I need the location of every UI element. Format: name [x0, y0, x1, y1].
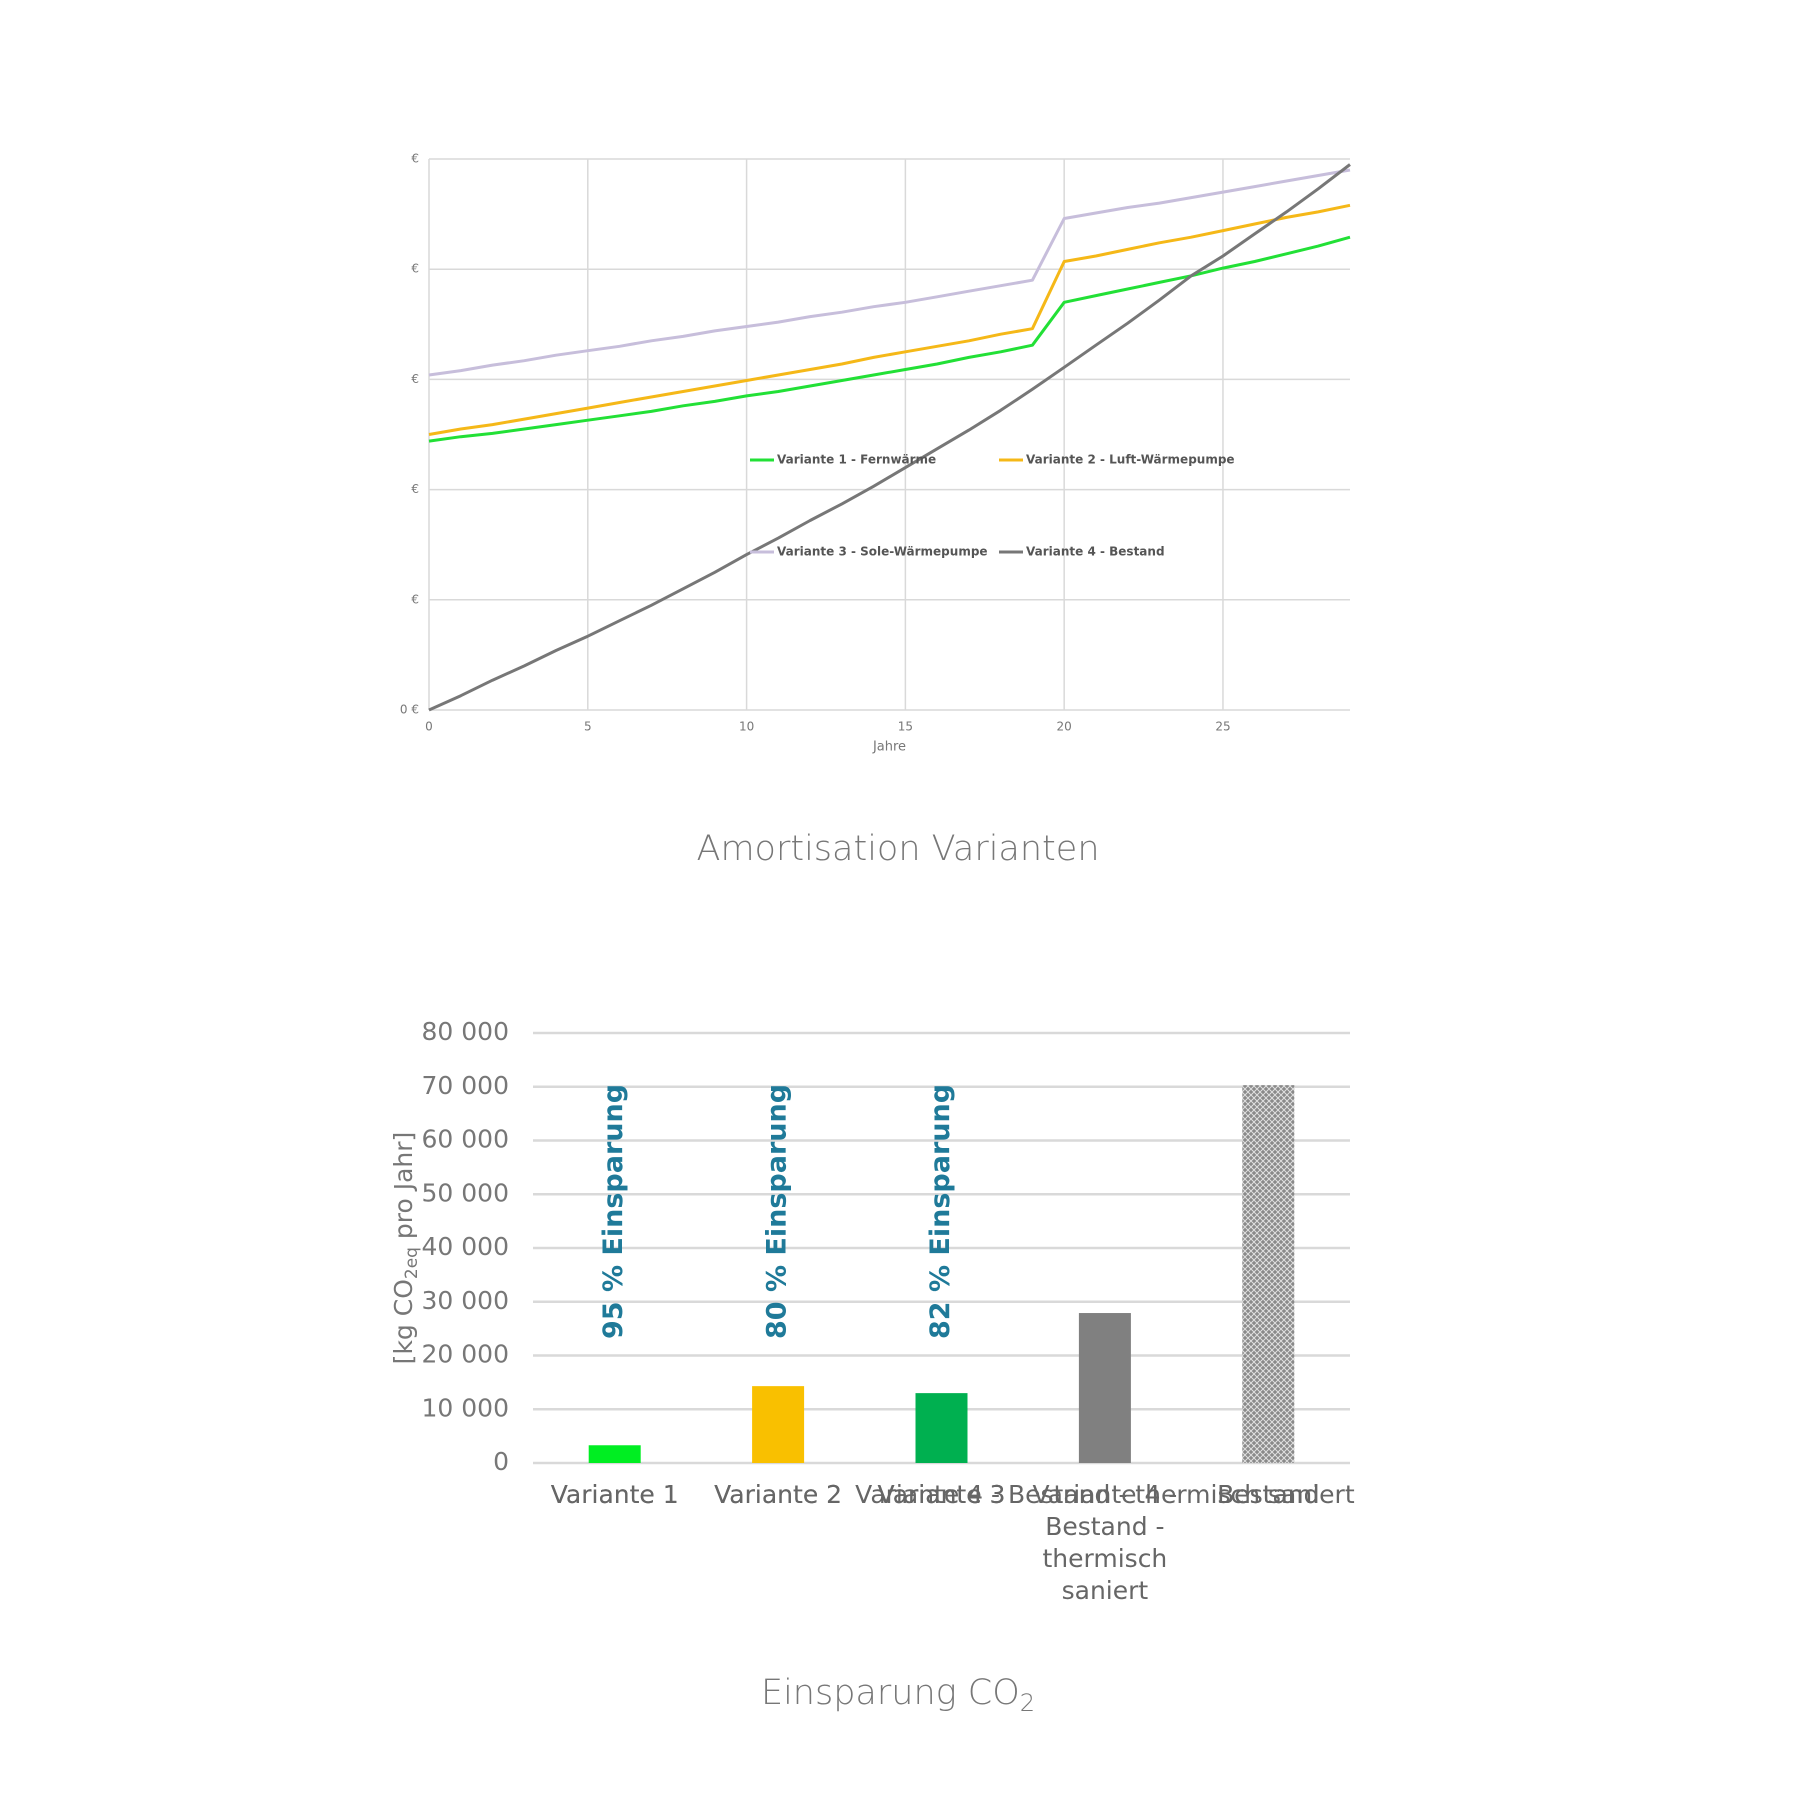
- y-tick-label: €: [411, 372, 419, 386]
- y-axis-label-part: pro Jahr]: [389, 1132, 418, 1247]
- legend-label: Variante 3 - Sole-Wärmepumpe: [777, 545, 988, 559]
- line-series: [428, 235, 1351, 443]
- legend-label: Variante 2 - Luft-Wärmepumpe: [1026, 453, 1235, 467]
- y-axis-label-sub: 2eq: [402, 1247, 422, 1279]
- legend-label: Variante 1 - Fernwärme: [777, 453, 936, 467]
- line-series: [428, 168, 1351, 377]
- y-tick-label: 20 000: [422, 1340, 509, 1369]
- chart-title-sub: 2: [1020, 1689, 1035, 1717]
- x-tick-label: BestandBestand: [1217, 1480, 1319, 1509]
- bar: [588, 1445, 641, 1463]
- x-tick-label: 15: [898, 720, 913, 734]
- y-tick-label: €: [411, 482, 419, 496]
- y-tick-label: 70 000: [422, 1071, 509, 1100]
- y-tick-label: 60 000: [422, 1125, 509, 1154]
- x-tick-label: 0: [425, 720, 433, 734]
- bar: [1078, 1313, 1131, 1463]
- chart-title-part: Einsparung CO: [761, 1673, 1020, 1713]
- x-tick-label: Variante 1Variante 1: [551, 1480, 679, 1509]
- bar: [752, 1386, 805, 1463]
- y-tick-label: 40 000: [422, 1232, 509, 1261]
- x-tick-label: 25: [1215, 720, 1230, 734]
- y-tick-label: €: [411, 592, 419, 606]
- legend-label: Variante 4 - Bestand: [1026, 545, 1165, 559]
- bar: [1242, 1085, 1295, 1463]
- x-tick-label: Variante 3Variante 3: [878, 1480, 1006, 1509]
- x-tick-label: 20: [1057, 720, 1072, 734]
- x-axis-label: Jahre: [872, 740, 906, 755]
- annotation: 95 % Einsparung: [598, 1084, 629, 1339]
- y-tick-label: 0 €: [400, 703, 419, 717]
- y-axis-label-part: [kg CO: [389, 1279, 418, 1364]
- x-tick-label: 5: [584, 720, 592, 734]
- y-tick-label: 80 000: [422, 1017, 509, 1046]
- y-tick-label: 30 000: [422, 1286, 509, 1315]
- y-tick-label: 50 000: [422, 1178, 509, 1207]
- annotation: 82 % Einsparung: [925, 1084, 956, 1339]
- y-tick-label: €: [411, 152, 419, 166]
- x-tick-label: Variante 2Variante 2: [714, 1480, 842, 1509]
- line-series: [428, 163, 1351, 712]
- y-tick-label: €: [411, 262, 419, 276]
- y-tick-label: 0: [493, 1447, 509, 1476]
- chart-title: Amortisation Varianten: [697, 829, 1100, 869]
- bar: [915, 1393, 968, 1463]
- chart-title: Einsparung CO2: [761, 1673, 1035, 1717]
- line-series: [428, 203, 1351, 436]
- annotation: 80 % Einsparung: [762, 1084, 793, 1339]
- y-tick-label: 10 000: [422, 1393, 509, 1422]
- x-tick-label: 10: [739, 720, 754, 734]
- y-axis-label: [kg CO2eq pro Jahr]: [389, 1132, 422, 1365]
